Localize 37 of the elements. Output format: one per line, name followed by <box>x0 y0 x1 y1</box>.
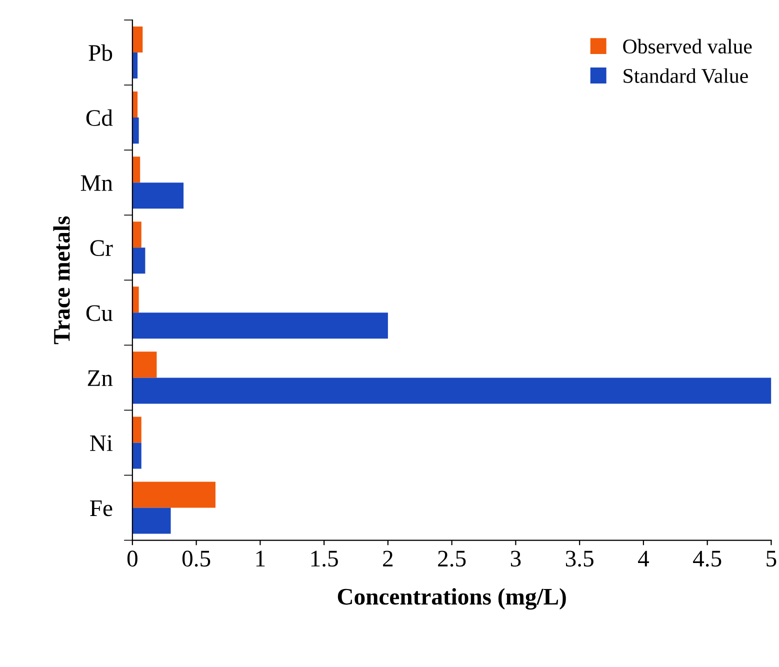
bar <box>132 248 146 274</box>
x-tick-label: 4 <box>638 550 649 566</box>
bar <box>132 118 139 144</box>
y-tick-label: Zn <box>88 370 113 386</box>
x-tick-label: 2.5 <box>438 550 466 567</box>
bar <box>132 286 139 313</box>
bar <box>132 352 157 378</box>
y-tick-label: Cu <box>86 305 113 322</box>
y-tick-label: Cr <box>90 240 113 256</box>
legend-label: Observed value <box>623 38 752 54</box>
x-tick-label: 2 <box>383 550 393 566</box>
bar <box>132 26 143 53</box>
x-tick-label: 1.5 <box>311 550 338 567</box>
bar <box>132 508 171 534</box>
y-tick-label: Cd <box>86 109 113 126</box>
legend-label: Standard Value <box>624 68 748 84</box>
y-tick-label: Pb <box>88 44 112 61</box>
x-axis-title: Concentrations (mg/L) <box>338 588 566 610</box>
y-tick-label: Mn <box>80 175 113 191</box>
x-tick-label: 0 <box>127 550 138 567</box>
x-tick-label: 4.5 <box>693 550 722 567</box>
y-axis-title: Trace metals <box>53 216 70 344</box>
x-tick-label: 3 <box>510 550 521 567</box>
x-tick-label: 5 <box>766 550 776 567</box>
x-tick-label: 1 <box>256 550 265 566</box>
x-tick-label: 0.5 <box>182 550 210 567</box>
bar <box>132 156 140 183</box>
bar <box>132 442 142 469</box>
bar <box>132 312 388 339</box>
x-tick-label: 3.5 <box>566 550 594 567</box>
bar <box>132 378 772 404</box>
bar <box>132 416 142 443</box>
bar <box>132 182 184 209</box>
y-tick-label: Ni <box>90 435 113 451</box>
bar <box>132 482 216 508</box>
bar <box>132 222 142 248</box>
y-tick-label: Fe <box>90 500 112 516</box>
